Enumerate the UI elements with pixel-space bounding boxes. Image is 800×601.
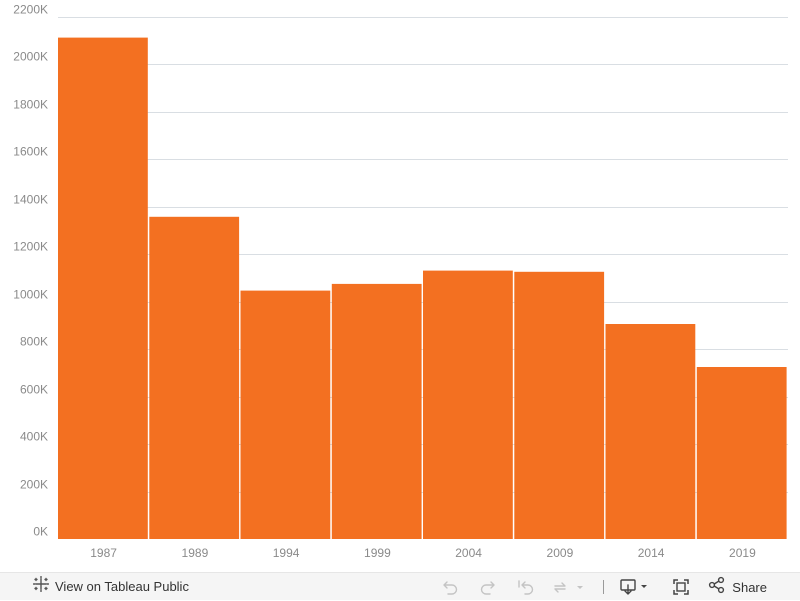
download-icon[interactable]	[618, 578, 654, 596]
y-tick-label: 1800K	[13, 98, 48, 112]
y-tick-label: 800K	[20, 335, 48, 349]
view-on-tableau-public-link[interactable]: View on Tableau Public	[32, 575, 189, 597]
x-tick-label: 2009	[547, 546, 574, 560]
bar[interactable]	[240, 290, 331, 539]
y-tick-label: 0K	[33, 525, 48, 539]
x-tick-label: 1994	[273, 546, 300, 560]
y-tick-label: 600K	[20, 383, 48, 397]
x-tick-label: 1987	[90, 546, 117, 560]
view-on-tableau-public-label: View on Tableau Public	[55, 579, 189, 594]
bars	[58, 37, 787, 540]
bar[interactable]	[696, 367, 787, 539]
y-tick-label: 1600K	[13, 145, 48, 159]
y-tick-label: 1200K	[13, 240, 48, 254]
toolbar-actions: Share	[437, 573, 800, 601]
y-tick-label: 400K	[20, 430, 48, 444]
x-tick-label: 1999	[364, 546, 391, 560]
bar[interactable]	[605, 324, 696, 539]
refresh-icon[interactable]	[549, 579, 589, 595]
revert-icon[interactable]	[513, 579, 539, 595]
toolbar-divider	[603, 580, 605, 594]
y-axis-ticks: 0K 200K 400K 600K 800K 1000K 1200K 1400K 1600K 18…	[13, 3, 48, 539]
fullscreen-icon[interactable]	[670, 578, 692, 596]
x-tick-label: 1989	[182, 546, 209, 560]
chart-area: 0K 200K 400K 600K 800K 1000K 1200K 1400K 1600K 18…	[13, 3, 788, 560]
bar[interactable]	[149, 216, 240, 540]
bar[interactable]	[514, 271, 605, 539]
bar[interactable]	[331, 283, 422, 539]
share-icon	[708, 576, 726, 599]
share-button[interactable]: Share	[708, 576, 767, 599]
bar[interactable]	[423, 270, 513, 539]
tableau-toolbar: View on Tableau Public Share	[0, 572, 800, 600]
y-tick-label: 2000K	[13, 50, 48, 64]
y-tick-label: 2200K	[13, 3, 48, 17]
undo-icon[interactable]	[437, 579, 463, 595]
tableau-logo-icon	[32, 575, 50, 597]
y-tick-label: 200K	[20, 478, 48, 492]
y-tick-label: 1000K	[13, 288, 48, 302]
y-tick-label: 1400K	[13, 193, 48, 207]
bar[interactable]	[58, 37, 148, 539]
share-label: Share	[732, 579, 767, 595]
x-tick-label: 2019	[729, 546, 756, 560]
x-tick-label: 2004	[455, 546, 482, 560]
redo-icon[interactable]	[475, 579, 501, 595]
x-axis-ticks: 1987 1989 1994 1999 2004 2009 2014 2019	[90, 546, 756, 560]
bar-chart: 0K 200K 400K 600K 800K 1000K 1200K 1400K 1600K 18…	[13, 3, 788, 560]
x-tick-label: 2014	[638, 546, 665, 560]
